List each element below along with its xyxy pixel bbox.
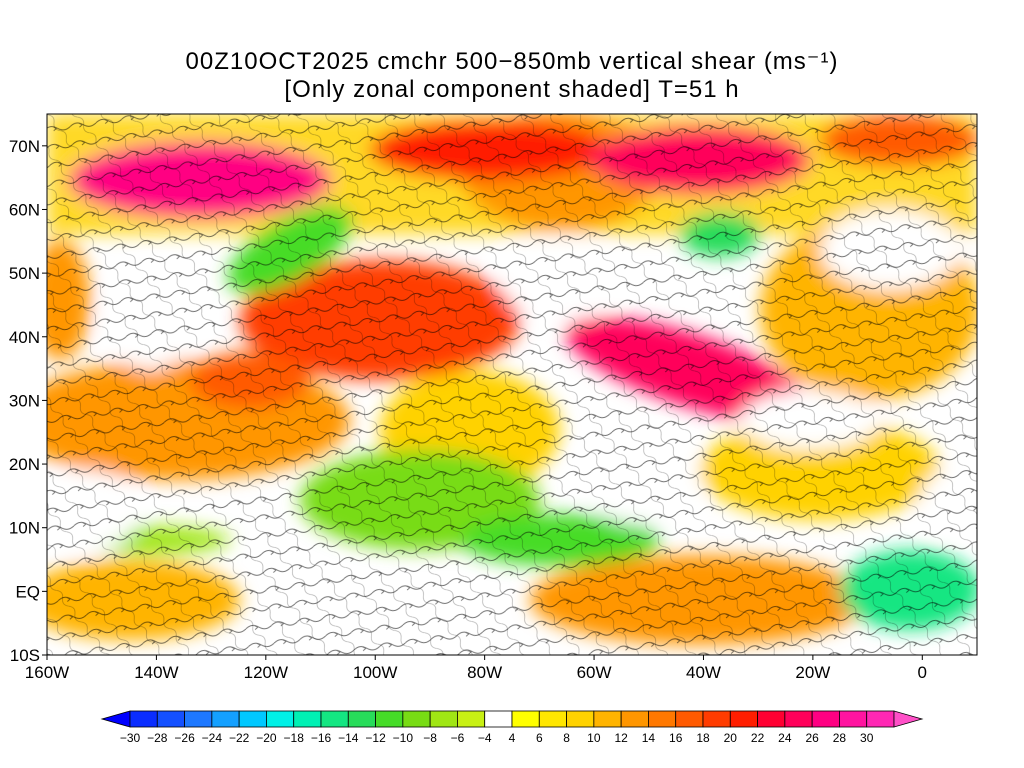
colorbar-label: 6 <box>536 731 543 745</box>
colorbar-label: −30 <box>120 731 141 745</box>
lon-label: 20W <box>795 663 830 682</box>
lon-label: 120W <box>244 663 288 682</box>
lat-label: 60N <box>9 200 40 219</box>
colorbar-swatch <box>457 710 486 728</box>
colorbar-swatch <box>784 710 813 728</box>
colorbar-swatch <box>347 710 376 728</box>
lat-label: EQ <box>15 582 40 601</box>
colorbar-label: 22 <box>751 731 765 745</box>
map-frame <box>46 113 978 656</box>
colorbar-label: 26 <box>805 731 819 745</box>
colorbar-label: −14 <box>338 731 359 745</box>
colorbar-label: 14 <box>642 731 656 745</box>
colorbar-swatch <box>566 710 595 728</box>
colorbar-label: 16 <box>669 731 683 745</box>
colorbar-label: −6 <box>451 731 465 745</box>
lat-label: 20N <box>9 455 40 474</box>
colorbar-swatch <box>211 710 240 728</box>
colorbar-swatch <box>648 710 677 728</box>
colorbar-label: −24 <box>202 731 223 745</box>
colorbar-swatch <box>757 710 786 728</box>
colorbar-label: −20 <box>256 731 277 745</box>
latitude-axis: 70N 60N 50N 40N 30N 20N 10N EQ 10S <box>9 137 47 665</box>
colorbar-swatch <box>266 710 295 728</box>
colorbar-label: −16 <box>311 731 332 745</box>
lon-label: 160W <box>25 663 69 682</box>
lat-label: 30N <box>9 391 40 410</box>
colorbar-label: 28 <box>833 731 847 745</box>
colorbar-label: −8 <box>423 731 437 745</box>
lat-label: 10N <box>9 519 40 538</box>
colorbar-swatch <box>620 710 649 728</box>
colorbar-label: 20 <box>724 731 738 745</box>
lon-label: 100W <box>353 663 397 682</box>
lon-label: 140W <box>134 663 178 682</box>
map-title-line-1: 00Z10OCT2025 cmchr 500−850mb vertical sh… <box>185 48 839 75</box>
lon-label: 60W <box>577 663 612 682</box>
longitude-axis: 160W 140W 120W 100W 80W 60W 40W 20W 0 <box>25 655 927 682</box>
colorbar-swatch <box>729 710 758 728</box>
lat-label: 10S <box>10 646 40 665</box>
colorbar-label: 8 <box>563 731 570 745</box>
colorbar-label: −18 <box>284 731 305 745</box>
colorbar-right-arrow <box>893 710 924 728</box>
colorbar-swatch <box>811 710 840 728</box>
colorbar-swatch <box>702 710 731 728</box>
colorbar-swatch <box>593 710 622 728</box>
colorbar-swatch <box>320 710 349 728</box>
colorbar-swatch <box>839 710 868 728</box>
colorbar-swatch <box>538 710 567 728</box>
shear-field <box>47 114 977 655</box>
colorbar-swatch <box>156 710 185 728</box>
lon-label: 40W <box>686 663 721 682</box>
colorbar-label: 24 <box>778 731 792 745</box>
lat-label: 70N <box>9 137 40 156</box>
colorbar-label: 18 <box>696 731 710 745</box>
colorbar-left-arrow <box>100 710 131 728</box>
colorbar-swatch <box>866 710 895 728</box>
colorbar-label: −22 <box>229 731 250 745</box>
colorbar-label: −10 <box>393 731 414 745</box>
colorbar-swatch <box>238 710 267 728</box>
colorbar-label: −12 <box>365 731 386 745</box>
colorbar-label: −28 <box>147 731 168 745</box>
colorbar-label: −26 <box>174 731 195 745</box>
colorbar-swatch <box>184 710 213 728</box>
colorbar-swatch <box>484 710 513 728</box>
colorbar-label: −4 <box>478 731 492 745</box>
map-title-line-2: [Only zonal component shaded] T=51 h <box>284 76 740 103</box>
colorbar-swatch <box>129 710 158 728</box>
colorbar-label: 4 <box>509 731 516 745</box>
colorbar-label: 30 <box>860 731 874 745</box>
colorbar-swatch <box>293 710 322 728</box>
colorbar-label: 10 <box>587 731 601 745</box>
lon-label: 0 <box>918 663 927 682</box>
colorbar-swatch <box>375 710 404 728</box>
lat-label: 50N <box>9 264 40 283</box>
colorbar-swatch <box>429 710 458 728</box>
lon-label: 80W <box>467 663 502 682</box>
colorbar-swatch <box>402 710 431 728</box>
lat-label: 40N <box>9 328 40 347</box>
colorbar-swatch <box>675 710 704 728</box>
colorbar-label: 12 <box>614 731 628 745</box>
colorbar-swatch <box>511 710 540 728</box>
